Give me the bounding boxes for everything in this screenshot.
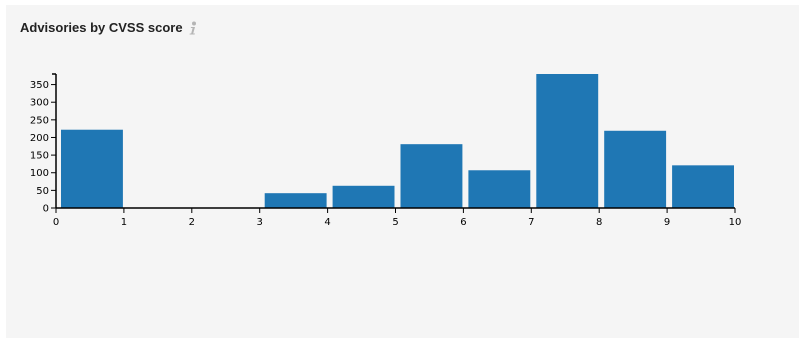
y-tick-label: 350 (30, 80, 49, 91)
x-tick-label: 6 (460, 217, 466, 228)
y-tick-label: 0 (43, 204, 49, 215)
y-tick-label: 100 (30, 168, 49, 179)
x-tick-label: 7 (528, 217, 534, 228)
x-tick-label: 8 (596, 217, 602, 228)
info-icon[interactable] (187, 21, 198, 35)
bar-6-7[interactable] (468, 170, 531, 208)
y-tick-label: 300 (30, 98, 49, 109)
y-tick-label: 250 (30, 115, 49, 126)
bar-8-9[interactable] (604, 130, 667, 208)
x-tick-label: 1 (121, 217, 127, 228)
x-tick-label: 5 (392, 217, 398, 228)
panel-title-row: Advisories by CVSS score (20, 20, 198, 35)
y-tick-label: 50 (36, 186, 49, 197)
y-tick-label: 200 (30, 133, 49, 144)
bar-9-10[interactable] (672, 165, 734, 208)
info-icon-glyph (189, 21, 196, 34)
y-tick-label: 150 (30, 151, 49, 162)
x-tick-label: 0 (53, 217, 59, 228)
x-tick-label: 9 (664, 217, 670, 228)
x-tick-label: 2 (189, 217, 195, 228)
bar-0-1[interactable] (61, 129, 123, 208)
x-tick-label: 4 (324, 217, 330, 228)
bar-7-8[interactable] (536, 74, 599, 208)
y-axis: 0 50 100 150 200 250 300 350 (30, 73, 57, 215)
x-axis: 0 1 2 3 4 5 6 7 8 9 10 (53, 207, 742, 228)
bar-4-5[interactable] (332, 185, 395, 208)
panel-title: Advisories by CVSS score (20, 20, 183, 35)
bar-5-6[interactable] (400, 144, 463, 208)
x-tick-label: 10 (729, 217, 742, 228)
bar-3-4[interactable] (264, 193, 327, 208)
bars-group (61, 74, 734, 208)
x-tick-label: 3 (257, 217, 263, 228)
